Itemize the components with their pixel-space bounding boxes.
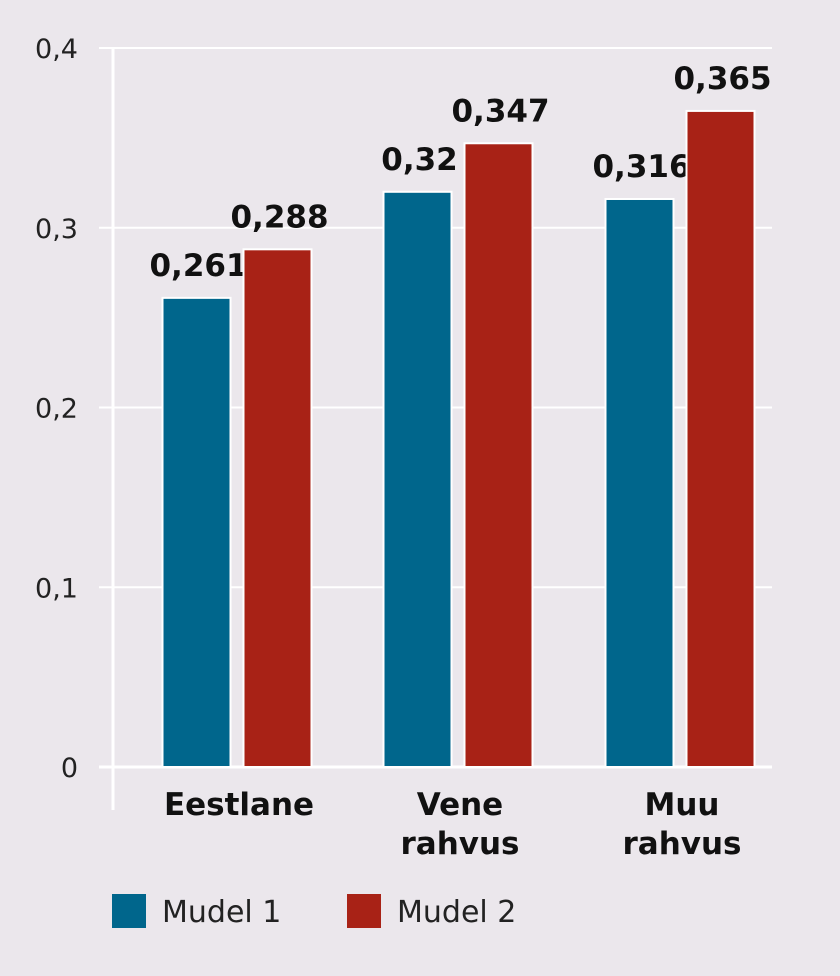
bar-1 [604,197,675,769]
x-category-label: rahvus [400,826,519,862]
bar-value-label: 0,261 [149,248,247,284]
legend-label-1: Mudel 1 [162,895,281,930]
x-category-label: Eestlane [164,787,314,823]
bar-value-label: 0,316 [592,149,690,185]
bar-value-label: 0,288 [230,199,328,235]
y-tick-label: 0,4 [35,34,78,65]
x-category-label: rahvus [622,826,741,862]
bar-2 [463,142,534,768]
y-tick-label: 0 [61,753,78,784]
bar-value-label: 0,32 [381,142,458,178]
y-tick-label: 0,2 [35,394,78,425]
bar-2 [242,248,313,768]
legend-swatch-1 [112,894,146,928]
bar-1 [161,296,232,768]
legend-label-2: Mudel 2 [397,895,516,930]
y-tick-label: 0,1 [35,573,78,604]
x-category-label: Vene [417,787,503,823]
x-category-label: Muu [645,787,720,823]
bar-2 [685,109,756,769]
y-tick-label: 0,3 [35,214,78,245]
bar-value-label: 0,365 [673,61,771,97]
legend-swatch-2 [347,894,381,928]
bar-value-label: 0,347 [451,93,549,129]
bar-1 [382,190,453,769]
